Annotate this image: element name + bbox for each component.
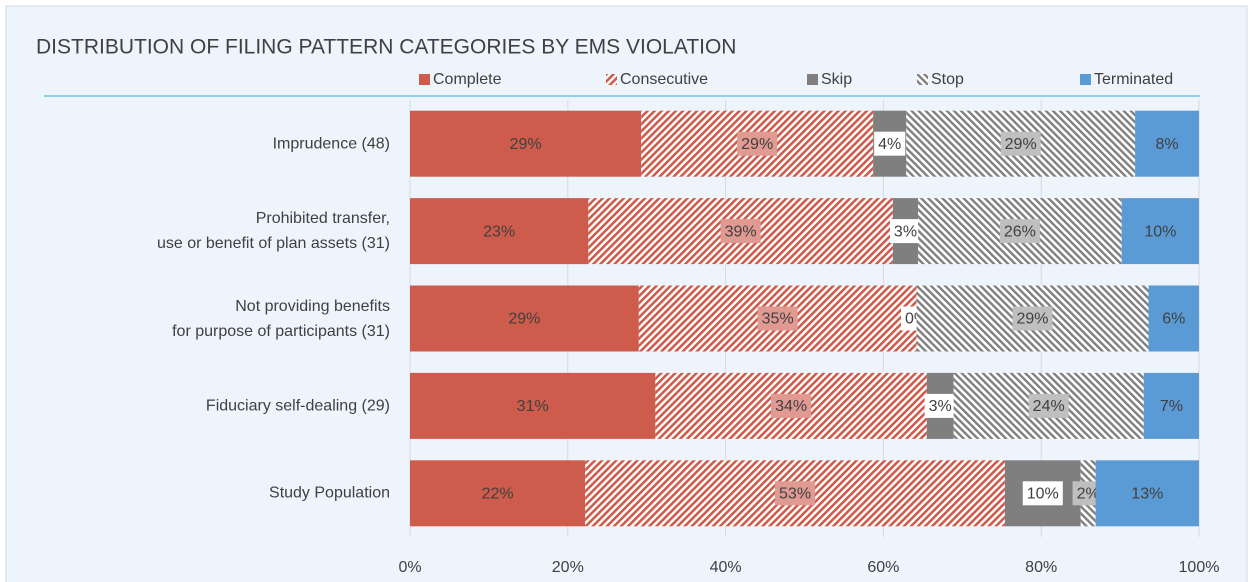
data-label: 31% [517,398,549,415]
bar-segment [1095,460,1199,527]
data-label: 10% [1027,486,1059,503]
y-tick-label: Prohibited transfer, use or benefit of p… [156,210,390,253]
data-label: 3% [929,398,952,415]
bar-segment [410,285,639,352]
legend-swatch [917,74,928,85]
data-label-background [1000,131,1041,156]
data-label: 29% [741,136,773,153]
legend-label: Complete [433,71,502,88]
legend-label: Consecutive [620,71,708,88]
x-tick-label: 20% [552,559,584,576]
legend-swatch [1080,74,1091,85]
data-label-background [771,393,812,418]
bar-segment [1143,372,1199,439]
x-tick-label: 80% [1025,559,1057,576]
y-tick-label: Study Population [269,484,390,502]
data-label: 53% [779,486,811,503]
data-label: 3% [894,223,917,240]
bar-segment [1121,198,1199,265]
bar-segment [1135,110,1199,177]
legend-swatch [807,74,818,85]
data-label-background [874,131,906,156]
data-label: 29% [510,136,542,153]
data-label: 10% [1144,223,1176,240]
data-label: 34% [775,398,807,415]
data-label: 24% [1033,398,1065,415]
bar-segment [410,110,642,177]
data-label: 35% [762,311,794,328]
data-label: 2% [1077,486,1100,503]
legend-label: Stop [931,71,964,88]
data-label-background [999,219,1040,244]
y-tick-label: Not providing benefits for purpose of pa… [172,297,390,340]
data-label-background [1012,306,1053,331]
bar-segment [410,198,589,265]
legend-label: Skip [821,71,852,88]
data-label-background [775,481,816,506]
data-label: 23% [483,223,515,240]
data-label-background [1022,481,1063,506]
data-label-background [757,306,798,331]
bar-segment [1148,285,1199,352]
data-label-background [1028,393,1069,418]
legend-swatch [606,74,617,85]
x-tick-label: 0% [398,559,421,576]
data-label-background [889,219,922,244]
legend-label: Terminated [1094,71,1173,88]
data-label: 4% [878,136,901,153]
data-label: 29% [1005,136,1037,153]
y-tick-label: Fiduciary self-dealing (29) [205,397,390,415]
x-tick-label: 100% [1179,559,1220,576]
bar-segment [410,460,586,527]
data-label: 22% [482,486,514,503]
data-label: 29% [1017,311,1049,328]
data-label-background [737,131,778,156]
bar-segment [410,372,656,439]
data-label-background [924,393,956,418]
y-tick-label: Imprudence (48) [272,135,390,153]
data-label: 8% [1155,136,1178,153]
data-label: 29% [508,311,540,328]
x-tick-label: 40% [710,559,742,576]
data-label: 26% [1004,223,1036,240]
chart-title: DISTRIBUTION OF FILING PATTERN CATEGORIE… [36,36,736,59]
data-label: 13% [1131,486,1163,503]
legend-swatch [419,74,430,85]
data-label: 39% [725,223,757,240]
data-label: 6% [1162,311,1185,328]
data-label: 7% [1160,398,1183,415]
x-tick-label: 60% [867,559,899,576]
data-label-background [720,219,761,244]
